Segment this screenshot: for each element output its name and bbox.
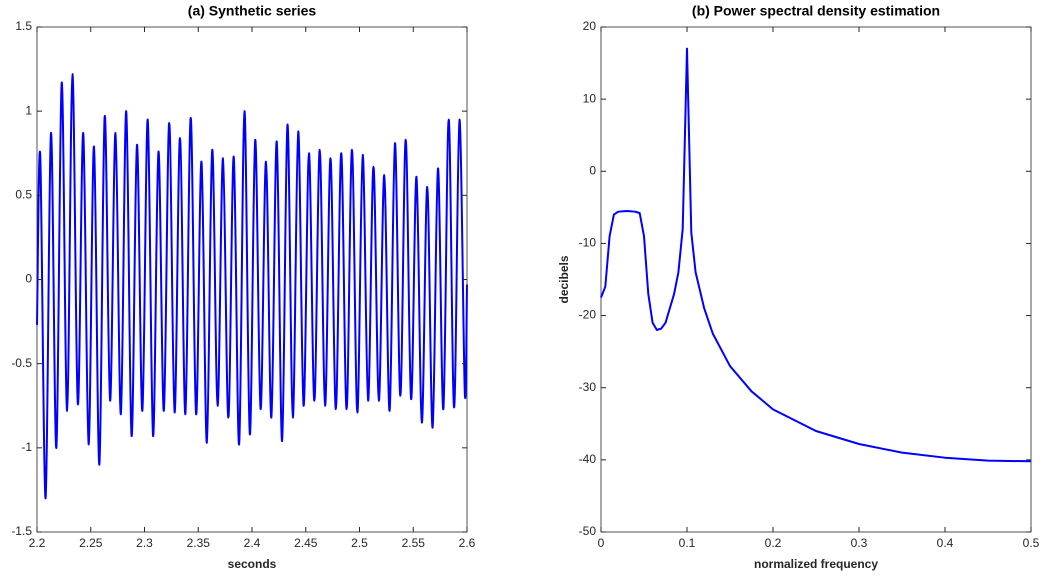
x-tick-label: 2.4 — [244, 536, 261, 550]
x-tick-label: 0.2 — [765, 536, 782, 550]
x-tick-label: 2.3 — [136, 536, 153, 550]
y-tick-label: 10 — [583, 91, 597, 105]
plot-area — [600, 26, 1032, 533]
chart-title: (b) Power spectral density estimation — [692, 3, 940, 19]
y-tick-label: -30 — [579, 380, 597, 394]
data-line — [600, 47, 1032, 463]
x-tick-label: 0.1 — [679, 536, 696, 550]
x-tick-label: 0.5 — [1023, 536, 1040, 550]
y-tick-label: -0.5 — [11, 356, 32, 370]
x-tick-label: 0.3 — [851, 536, 868, 550]
y-tick-label: -10 — [579, 236, 597, 250]
chart-title: (a) Synthetic series — [188, 3, 317, 19]
y-axis-label: decibels — [557, 255, 571, 303]
x-axis-label: seconds — [228, 557, 277, 571]
x-tick-label: 0 — [598, 536, 605, 550]
x-tick-label: 2.25 — [79, 536, 103, 550]
x-tick-label: 2.2 — [29, 536, 46, 550]
x-tick-label: 2.35 — [187, 536, 211, 550]
x-tick-label: 2.45 — [294, 536, 318, 550]
y-tick-label: -1 — [21, 440, 32, 454]
y-tick-label: -40 — [579, 452, 597, 466]
y-tick-label: 0 — [25, 272, 32, 286]
y-tick-label: -50 — [579, 524, 597, 538]
x-tick-label: 0.4 — [937, 536, 954, 550]
y-tick-label: 1.5 — [15, 19, 32, 33]
x-tick-label: 2.55 — [402, 536, 426, 550]
x-tick-label: 2.6 — [459, 536, 476, 550]
x-tick-label: 2.5 — [351, 536, 368, 550]
data-line — [36, 73, 468, 500]
y-tick-label: -1.5 — [11, 524, 32, 538]
y-tick-label: 0.5 — [15, 188, 32, 202]
x-axis-label: normalized frequency — [754, 557, 878, 571]
y-tick-label: -20 — [579, 308, 597, 322]
y-tick-label: 1 — [25, 103, 32, 117]
y-tick-label: 0 — [589, 163, 596, 177]
y-tick-label: 20 — [583, 19, 597, 33]
